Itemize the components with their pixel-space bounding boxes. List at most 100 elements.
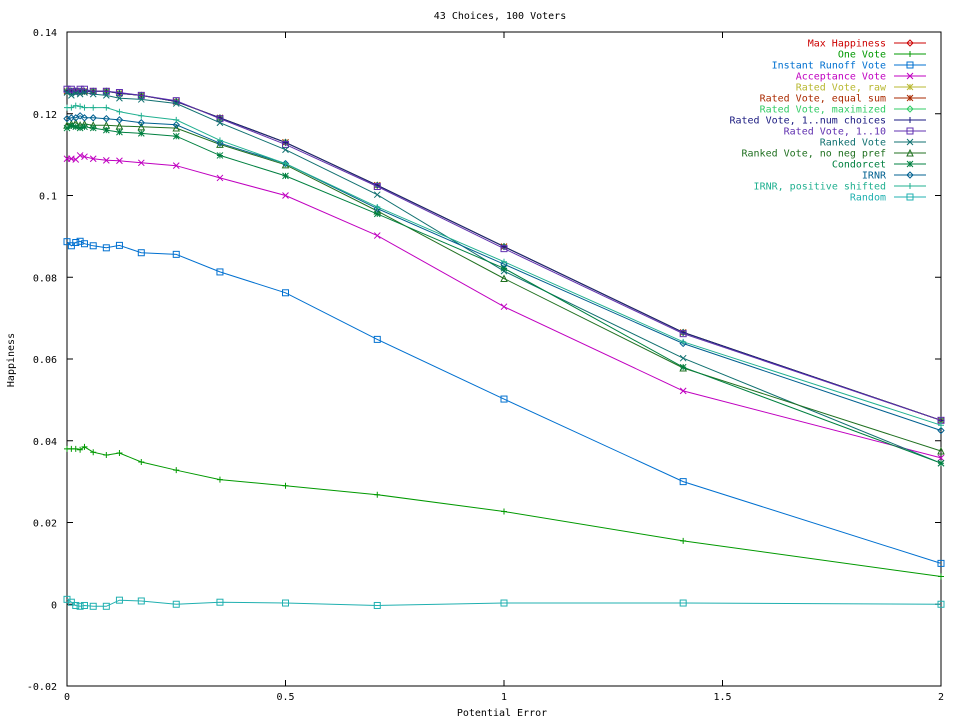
- data-point: [137, 249, 145, 257]
- series-9: [63, 89, 945, 467]
- data-point: [137, 130, 145, 137]
- data-point: [67, 85, 75, 93]
- legend-item: Acceptance Vote: [796, 72, 926, 83]
- data-point: [216, 139, 224, 147]
- data-point: [76, 112, 84, 120]
- data-point: [138, 112, 145, 119]
- data-point: [500, 599, 508, 607]
- data-point: [115, 121, 124, 130]
- data-point: [216, 119, 224, 127]
- legend-item: Condorcet: [832, 160, 926, 171]
- legend-label: Acceptance Vote: [796, 72, 886, 83]
- data-point: [89, 242, 97, 250]
- legend-marker: [906, 148, 914, 157]
- series-6: [63, 87, 945, 425]
- legend-item: Random: [850, 193, 926, 204]
- legend-marker: [907, 51, 913, 57]
- data-point: [216, 152, 224, 159]
- data-point: [938, 422, 944, 429]
- legend-marker: [906, 39, 914, 47]
- data-point: [680, 537, 687, 544]
- series-3: [63, 152, 945, 462]
- series-line: [66, 91, 942, 464]
- data-point: [374, 491, 381, 498]
- legend-label: Instant Runoff Vote: [772, 61, 886, 72]
- y-tick-label: 0.12: [33, 110, 57, 121]
- data-point: [115, 116, 124, 124]
- data-point: [500, 245, 508, 253]
- data-point: [501, 508, 507, 515]
- data-point: [102, 602, 110, 610]
- data-point: [137, 119, 145, 127]
- legend-label: IRNR, positive shifted: [754, 182, 886, 193]
- data-point: [172, 123, 181, 132]
- legend-label: Ranked Vote, no neg pref: [742, 149, 887, 160]
- legend-marker: [906, 72, 914, 80]
- legend-item: Rated Vote, 1..10: [784, 127, 926, 138]
- series-12: [63, 112, 945, 435]
- series-line: [67, 88, 942, 421]
- legend-item: IRNR, positive shifted: [754, 182, 926, 193]
- y-tick-label: 0.14: [33, 28, 57, 39]
- legend-item: Rated Vote, equal sum: [760, 94, 926, 105]
- data-point: [373, 191, 381, 199]
- data-point: [137, 159, 145, 167]
- data-point: [102, 92, 110, 99]
- x-tick-label: 2: [938, 692, 944, 703]
- data-point: [63, 124, 71, 132]
- legend-marker: [907, 183, 913, 189]
- legend-label: Rated Vote, maximized: [760, 105, 886, 116]
- data-point: [500, 395, 508, 403]
- data-point: [373, 183, 381, 191]
- data-point: [68, 104, 75, 111]
- legend-marker: [906, 193, 914, 201]
- data-point: [282, 172, 289, 180]
- series-7: [64, 88, 944, 424]
- series-8: [63, 85, 945, 424]
- series-line: [67, 90, 942, 421]
- plot-area: -0.02 0 0.02 0.04 0.06 0.08 0.1 0.12 0.14 0 0.5 1 1.…: [27, 28, 944, 703]
- data-point: [81, 89, 88, 96]
- data-point: [679, 599, 687, 607]
- legend-marker: [906, 127, 914, 135]
- legend-label: Rated Vote, equal sum: [760, 94, 886, 105]
- data-point: [76, 237, 84, 245]
- data-point: [937, 454, 945, 462]
- data-point: [282, 146, 289, 154]
- data-point: [500, 264, 508, 272]
- data-point: [89, 90, 97, 98]
- series-0: [63, 87, 945, 425]
- data-point: [373, 601, 381, 609]
- legend-label: Ranked Vote: [820, 138, 886, 149]
- data-point: [116, 108, 123, 115]
- y-tick-label: 0.04: [33, 437, 57, 448]
- data-point: [282, 140, 289, 148]
- data-point: [137, 96, 145, 103]
- series-line: [67, 90, 942, 421]
- data-point: [172, 121, 180, 129]
- data-point: [72, 239, 80, 247]
- legend-item: Rated Vote, 1..num choices: [729, 116, 926, 127]
- data-point: [937, 446, 945, 455]
- legend-item: Max Happiness: [808, 39, 926, 50]
- legend-marker: [906, 171, 914, 179]
- y-tick-label: 0.08: [33, 273, 57, 284]
- y-tick-label: 0: [51, 600, 57, 611]
- data-point: [81, 153, 88, 161]
- data-point: [80, 114, 89, 122]
- x-tick-label: 0: [64, 692, 70, 703]
- y-tick-label: -0.02: [27, 682, 57, 693]
- data-point: [216, 174, 224, 182]
- data-point: [81, 123, 88, 131]
- chart-title: 43 Choices, 100 Voters: [434, 11, 566, 22]
- series-line: [66, 598, 942, 607]
- data-point: [77, 103, 84, 110]
- data-point: [76, 90, 84, 98]
- data-point: [679, 478, 687, 486]
- data-point: [500, 303, 508, 311]
- data-point: [282, 599, 289, 607]
- data-point: [102, 244, 110, 252]
- data-point: [282, 192, 289, 199]
- y-tick-label: 0.02: [33, 519, 57, 530]
